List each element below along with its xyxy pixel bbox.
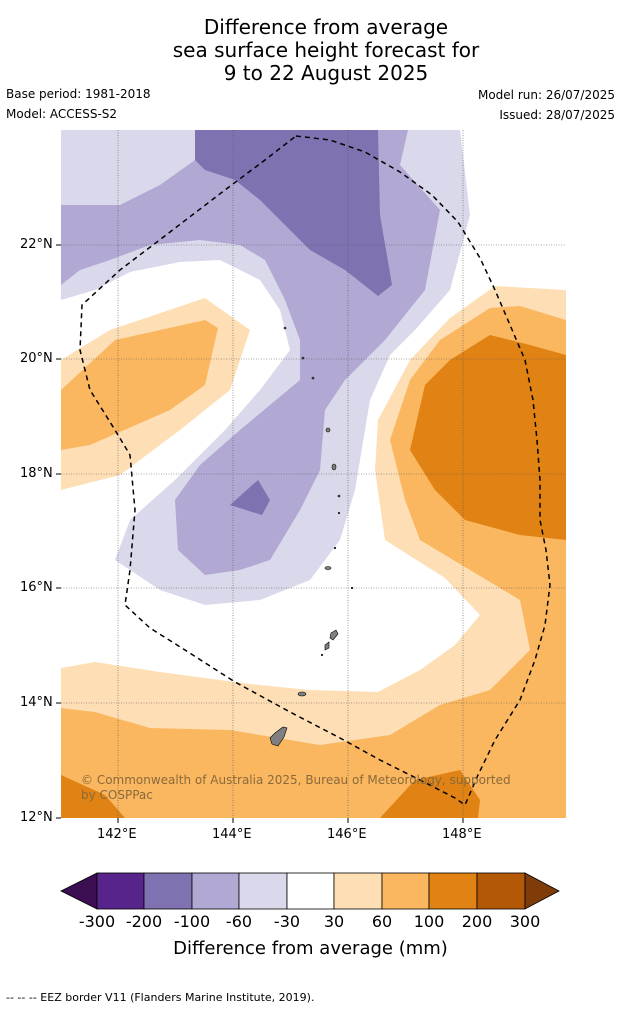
gridlines (61, 130, 566, 818)
contour-neg100-south (230, 480, 270, 515)
contour-pos100-east (410, 335, 566, 540)
model-name: Model: ACCESS-S2 (6, 107, 118, 121)
issued-date: Issued: 28/07/2025 (499, 108, 615, 122)
island-islet-e (320, 653, 324, 657)
eez-border (79, 135, 551, 807)
colorbar-bin-neg60-neg30 (238, 872, 288, 910)
colorbar-tick: 100 (413, 912, 445, 931)
island-islet-a (283, 326, 287, 330)
colorbar-tick: -30 (273, 912, 301, 931)
island-saipan (329, 629, 339, 641)
colorbar-extend-low (60, 872, 98, 910)
colorbar-label: Difference from average (mm) (173, 938, 448, 959)
copyright-line-1: © Commonwealth of Australia 2025, Bureau… (81, 773, 511, 787)
island-maug (311, 376, 315, 380)
contour-pos100-se (380, 770, 480, 818)
chart-title: Difference from average sea surface heig… (0, 16, 621, 85)
colorbar-bin-neg200-neg100 (143, 872, 193, 910)
lon-tick-142: 142°E (97, 827, 137, 842)
colorbar-tick: -60 (225, 912, 253, 931)
island-tinian (324, 641, 330, 651)
contour-neg30-west (61, 130, 195, 205)
lon-tick-148: 148°E (442, 827, 482, 842)
lat-tick-16: 16°N (20, 580, 53, 595)
lat-tick-18: 18°N (20, 466, 53, 481)
lat-tick-14: 14°N (20, 695, 53, 710)
colorbar-tick: 200 (461, 912, 493, 931)
island-rota (297, 691, 307, 697)
island-pagan (331, 463, 337, 471)
colorbar-bin-100-200 (428, 872, 478, 910)
copyright-notice: © Commonwealth of Australia 2025, Bureau… (81, 773, 511, 803)
lat-tick-20: 20°N (20, 351, 53, 366)
island-guam (269, 726, 288, 747)
axis-ticks (56, 244, 464, 823)
copyright-line-2: by COSPPac (81, 788, 153, 802)
colorbar-tick: -200 (125, 912, 163, 931)
base-period: Base period: 1981-2018 (6, 87, 151, 101)
island-islet-c (337, 511, 341, 515)
islands (269, 326, 354, 747)
island-asuncion (337, 494, 341, 498)
island-islet-d (350, 586, 354, 590)
colorbar-tick: 60 (371, 912, 393, 931)
eez-legend-footer: -- -- -- EEZ border V11 (Flanders Marine… (6, 991, 315, 1004)
island-anatahan (324, 566, 332, 570)
colorbar-bin-200-300 (476, 872, 526, 910)
model-run: Model run: 26/07/2025 (477, 88, 615, 102)
colorbar (60, 872, 560, 910)
contour-neg100 (195, 130, 392, 296)
contour-pos100-sw (61, 775, 125, 818)
lon-tick-144: 144°E (212, 827, 252, 842)
lon-tick-146: 146°E (327, 827, 367, 842)
colorbar-tick: -300 (78, 912, 116, 931)
colorbar-tick: 300 (509, 912, 541, 931)
colorbar-bin-neg100-neg60 (191, 872, 240, 910)
colorbar-tick: -100 (173, 912, 211, 931)
lat-tick-22: 22°N (20, 237, 53, 252)
colorbar-bin-neg300-neg200 (96, 872, 145, 910)
colorbar-bin-60-100 (381, 872, 430, 910)
colorbar-bin-30-60 (333, 872, 383, 910)
colorbar-bin-neg30-30 (286, 872, 335, 910)
island-islet-b (333, 546, 337, 550)
title-line-1: Difference from average (203, 15, 449, 39)
lat-tick-12: 12°N (20, 810, 53, 825)
island-uracas (301, 356, 305, 360)
colorbar-tick: 30 (323, 912, 345, 931)
title-line-3: 9 to 22 August 2025 (223, 61, 429, 85)
contour-pos60-west (61, 320, 218, 450)
island-agrihan (325, 427, 331, 433)
title-line-2: sea surface height forecast for (172, 38, 480, 62)
colorbar-extend-high (524, 872, 560, 910)
